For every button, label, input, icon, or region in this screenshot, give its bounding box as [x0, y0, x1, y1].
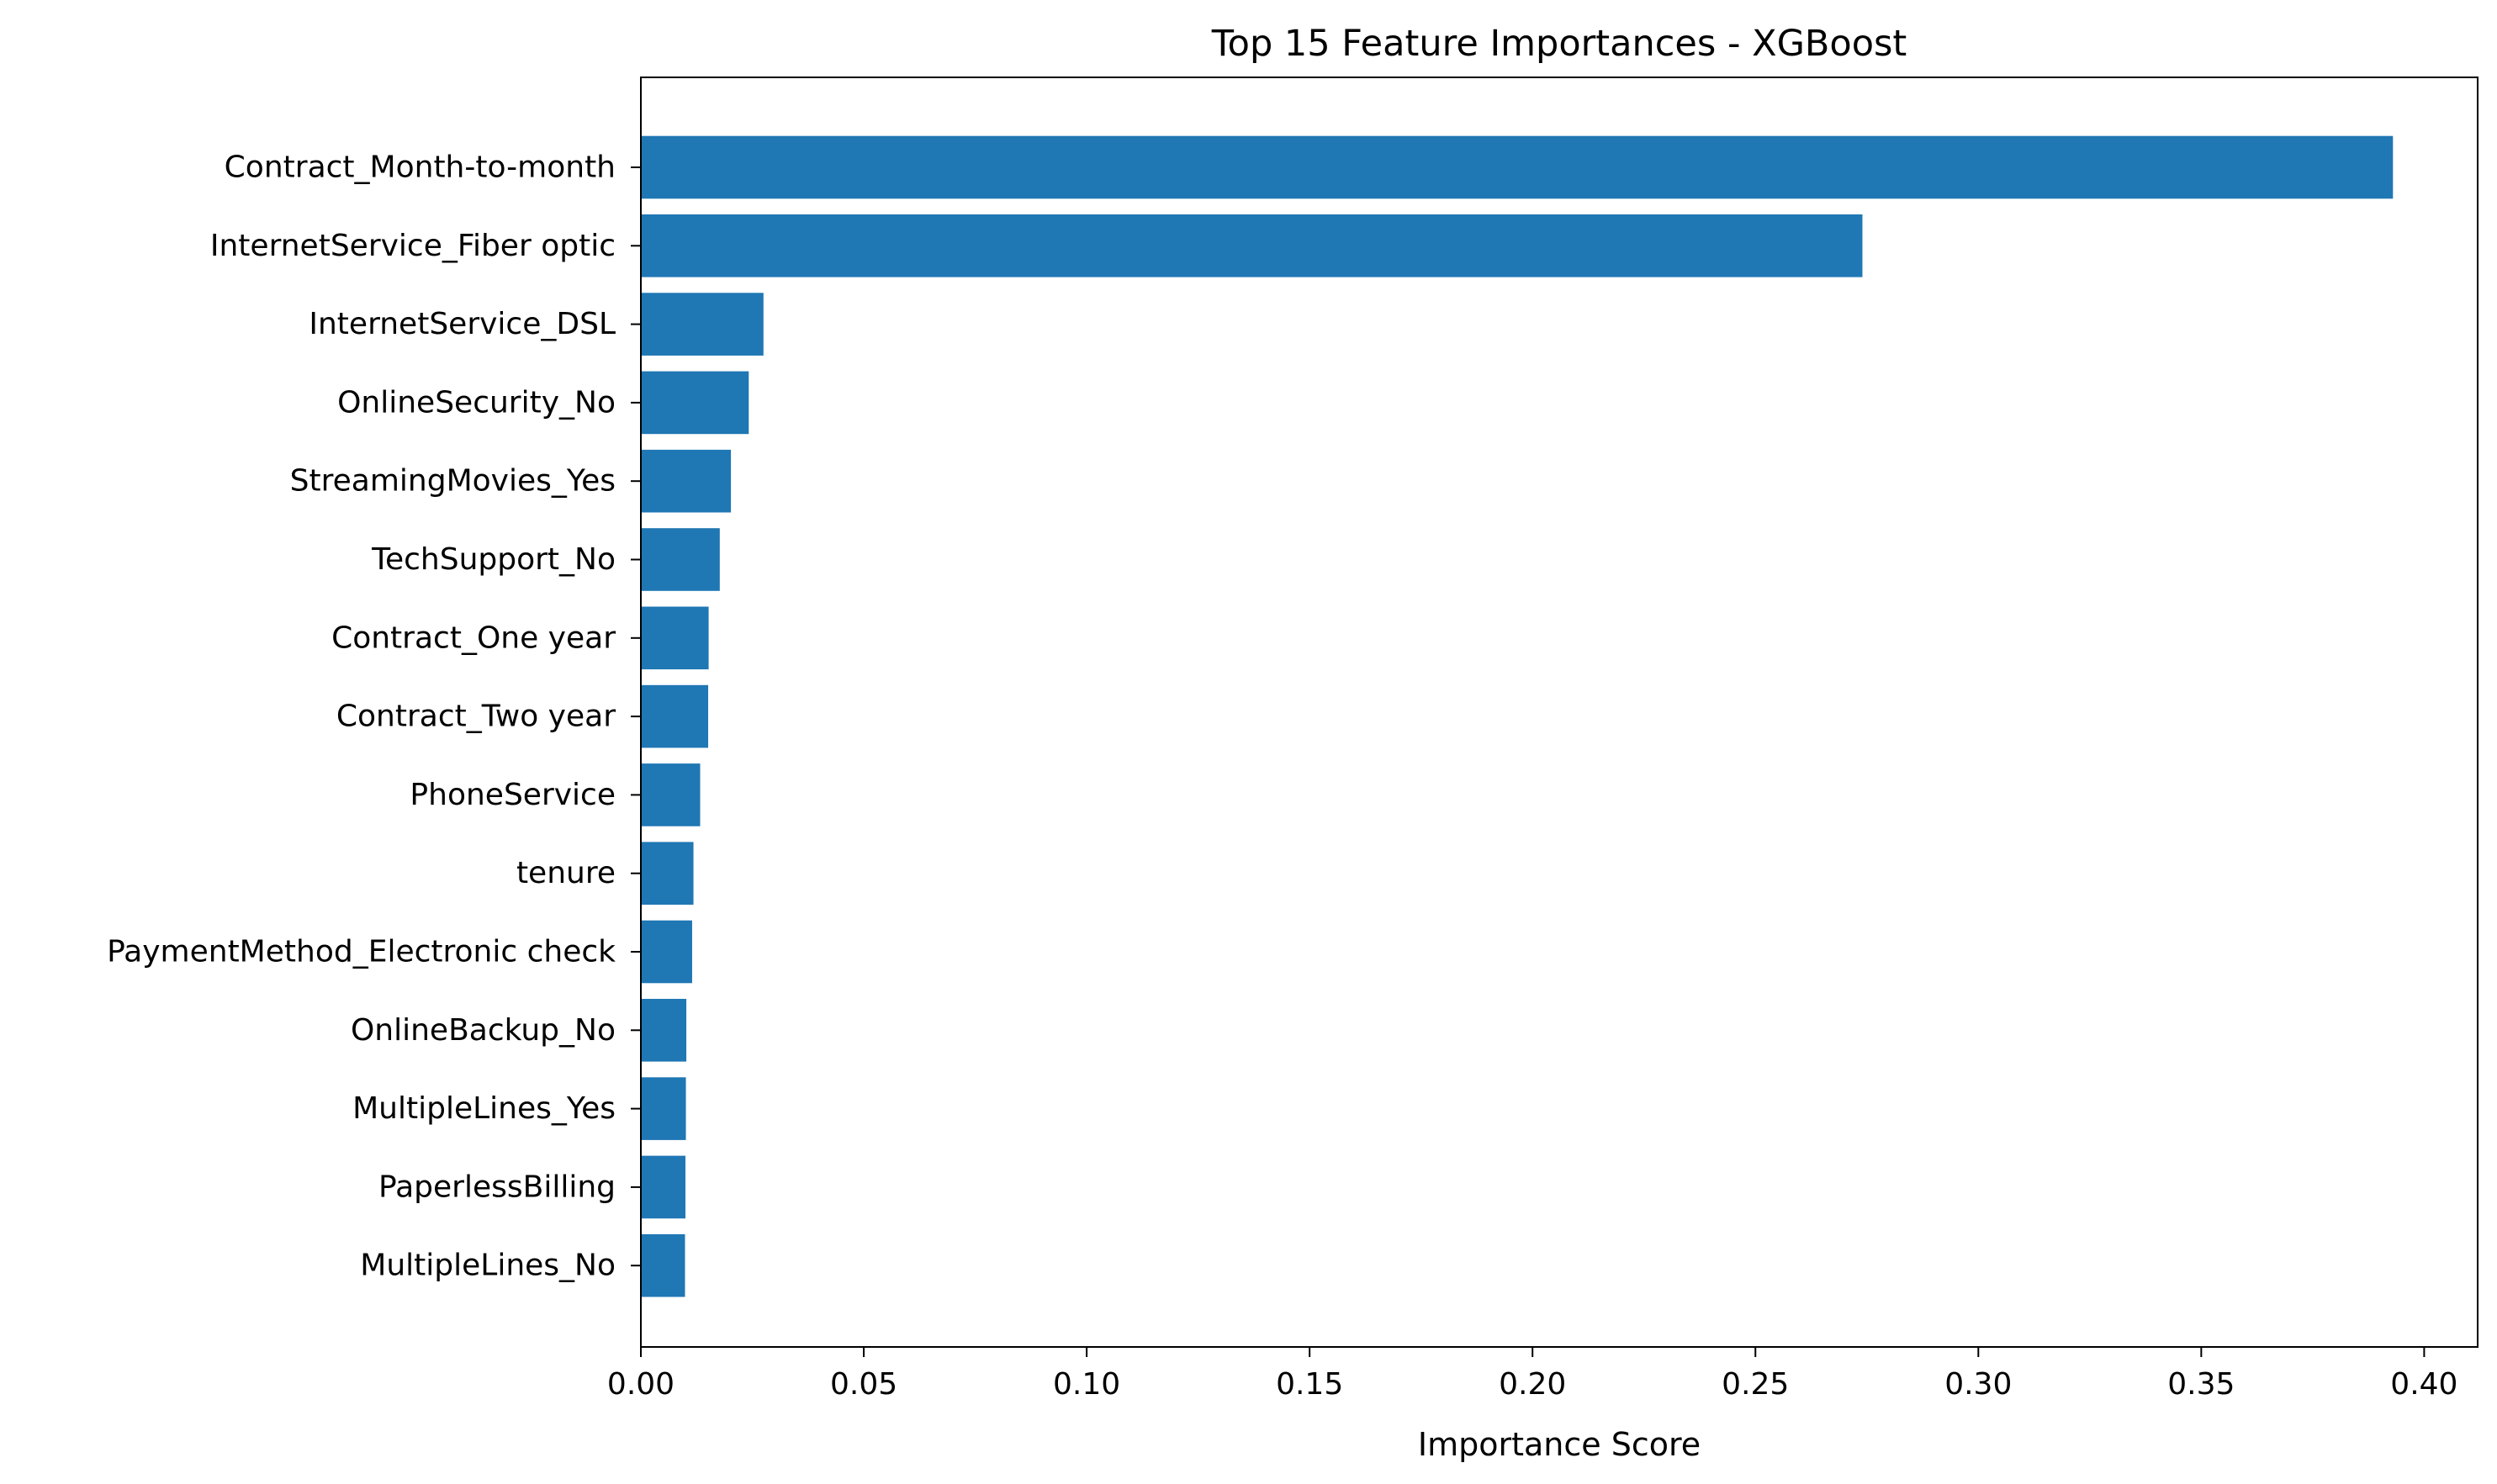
y-tick-label: MultipleLines_No: [360, 1249, 616, 1283]
bar-5: [641, 528, 720, 591]
bar-10: [641, 920, 692, 984]
bar-7: [641, 684, 709, 748]
x-tick-label: 0.25: [1722, 1367, 1789, 1402]
bar-3: [641, 371, 749, 435]
bar-14: [641, 1233, 685, 1297]
bar-4: [641, 449, 732, 513]
bar-0: [641, 135, 2394, 199]
x-tick-label: 0.40: [2390, 1367, 2457, 1402]
bar-6: [641, 606, 709, 670]
x-axis-ticks: 0.00 0.05 0.10 0.15 0.20 0.25 0.30 0.35 0.40: [607, 1347, 2457, 1402]
bar-11: [641, 999, 687, 1062]
y-tick-label: PaperlessBilling: [378, 1170, 616, 1204]
x-axis-label: Importance Score: [1418, 1426, 1701, 1463]
y-tick-label: PaymentMethod_Electronic check: [107, 935, 616, 969]
y-tick-label: InternetService_Fiber optic: [210, 229, 616, 263]
x-tick-label: 0.00: [607, 1367, 675, 1402]
y-tick-label: MultipleLines_Yes: [352, 1091, 616, 1126]
x-tick-label: 0.10: [1053, 1367, 1120, 1402]
y-tick-label: InternetService_DSL: [309, 307, 616, 341]
x-tick-label: 0.35: [2167, 1367, 2235, 1402]
chart-title: Top 15 Feature Importances - XGBoost: [1211, 23, 1907, 65]
y-tick-label: Contract_One year: [331, 621, 616, 655]
plot-frame: [640, 77, 2478, 1348]
bars-group: [641, 135, 2394, 1297]
y-tick-label: Contract_Two year: [336, 700, 616, 734]
y-tick-label: PhoneService: [410, 778, 616, 812]
x-tick-label: 0.30: [1944, 1367, 2012, 1402]
bar-13: [641, 1155, 686, 1219]
y-tick-label: TechSupport_No: [371, 542, 616, 577]
bar-2: [641, 293, 764, 356]
bar-1: [641, 214, 1863, 277]
y-tick-label: OnlineBackup_No: [351, 1013, 616, 1048]
y-tick-label: Contract_Month-to-month: [225, 151, 616, 185]
y-axis-ticks: Contract_Month-to-month InternetService_F…: [107, 151, 641, 1283]
x-tick-label: 0.20: [1499, 1367, 1566, 1402]
y-tick-label: OnlineSecurity_No: [337, 385, 616, 420]
bar-8: [641, 763, 701, 826]
bar-9: [641, 842, 694, 905]
y-tick-label: tenure: [516, 856, 616, 890]
x-tick-label: 0.15: [1276, 1367, 1343, 1402]
x-tick-label: 0.05: [830, 1367, 897, 1402]
y-tick-label: StreamingMovies_Yes: [290, 464, 616, 499]
bar-12: [641, 1077, 686, 1140]
